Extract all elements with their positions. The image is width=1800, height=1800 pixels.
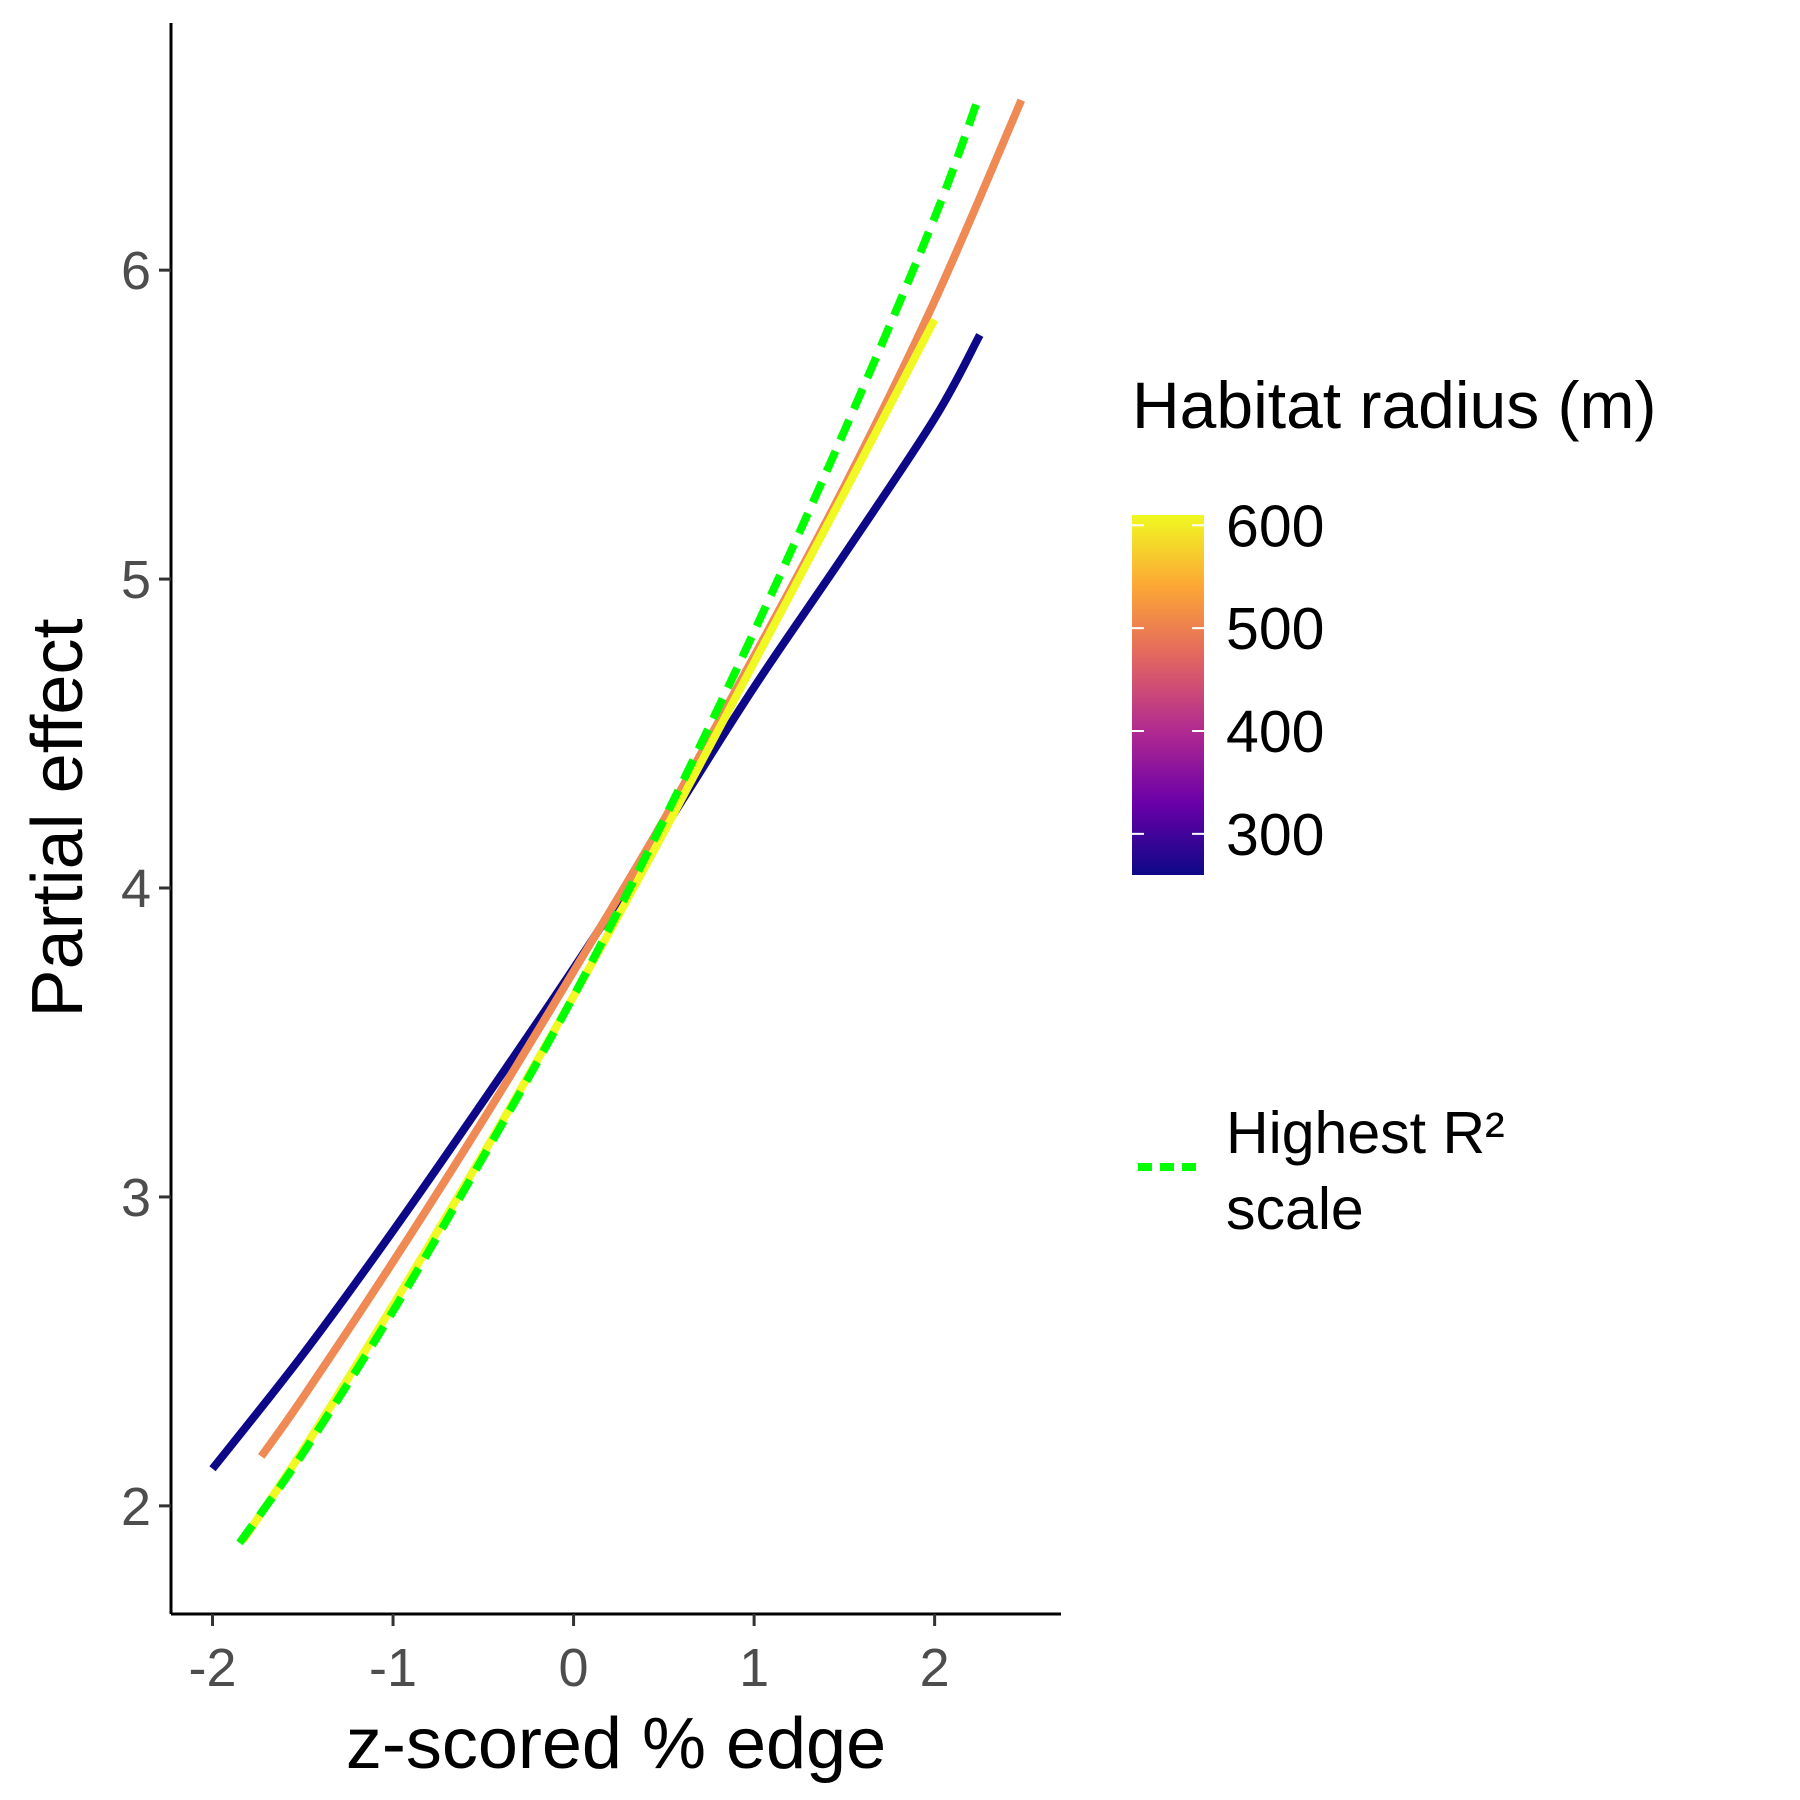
x-tick-label: 1 bbox=[739, 1638, 769, 1698]
highest-r2-legend: Highest R² scale bbox=[1138, 1100, 1505, 1242]
legend-label-line2: scale bbox=[1226, 1176, 1364, 1242]
series-layer bbox=[209, 92, 1025, 1546]
colorbar-tick-label: 300 bbox=[1226, 802, 1324, 868]
legend-label-line1: Highest R² bbox=[1226, 1100, 1505, 1166]
y-ticks: 2 3 4 5 6 bbox=[121, 241, 171, 1537]
series-line-radius-525 bbox=[258, 98, 1025, 1459]
y-tick-label: 6 bbox=[121, 241, 151, 301]
x-ticks: -2 -1 0 1 2 bbox=[189, 1614, 950, 1698]
colorbar-tick-label: 500 bbox=[1226, 596, 1324, 662]
series-line-highest-r2 bbox=[236, 92, 984, 1546]
colorbar-tick-label: 600 bbox=[1226, 493, 1324, 559]
x-tick-label: -1 bbox=[369, 1638, 417, 1698]
series-line-radius-600 bbox=[239, 317, 939, 1543]
y-tick-label: 4 bbox=[121, 859, 151, 919]
x-tick-label: -2 bbox=[189, 1638, 237, 1698]
x-tick-label: 2 bbox=[920, 1638, 950, 1698]
colorbar bbox=[1132, 515, 1204, 875]
series-line-radius-250 bbox=[209, 333, 984, 1472]
legend-title: Habitat radius (m) bbox=[1132, 368, 1657, 442]
y-tick-label: 3 bbox=[121, 1168, 151, 1228]
colorbar-ticks: 300 400 500 600 bbox=[1132, 493, 1324, 868]
y-axis-title: Partial effect bbox=[18, 619, 98, 1018]
colorbar-legend: Habitat radius (m) 300 400 500 600 bbox=[1132, 368, 1657, 875]
x-axis-title: z-scored % edge bbox=[346, 1704, 886, 1784]
colorbar-tick-label: 400 bbox=[1226, 699, 1324, 765]
x-tick-label: 0 bbox=[559, 1638, 589, 1698]
y-tick-label: 2 bbox=[121, 1477, 151, 1537]
y-tick-label: 5 bbox=[121, 550, 151, 610]
